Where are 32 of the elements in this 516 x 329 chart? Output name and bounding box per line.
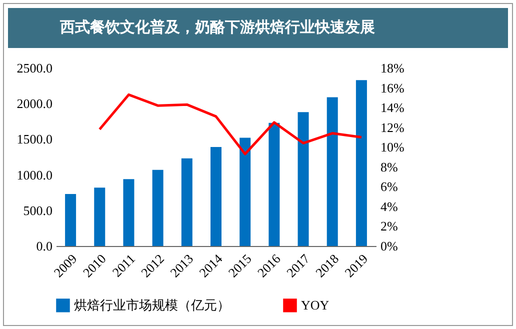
- bar: [268, 122, 280, 246]
- legend-label: YOY: [301, 297, 330, 312]
- y2-tick-label: 8%: [380, 159, 398, 174]
- chart-title: 西式餐饮文化普及，奶酪下游烘焙行业快速发展: [8, 8, 508, 48]
- bar: [210, 147, 222, 246]
- legend-label: 烘焙行业市场规模（亿元）: [74, 297, 230, 312]
- y2-tick-label: 2%: [380, 218, 398, 234]
- y-tick-label: 1500.0: [16, 132, 52, 147]
- y-tick-label: 1000.0: [16, 167, 52, 182]
- bar: [181, 158, 192, 246]
- y2-tick-label: 10%: [380, 140, 404, 155]
- y2-tick-label: 18%: [380, 60, 404, 76]
- x-tick-label: 2011: [109, 251, 138, 280]
- y2-tick-label: 4%: [380, 198, 398, 214]
- y-tick-label: 2500.0: [16, 60, 52, 76]
- y2-tick-label: 0%: [380, 238, 398, 254]
- y2-tick-label: 6%: [380, 179, 398, 194]
- line-series: [98, 93, 363, 156]
- y-tick-label: 0.0: [36, 238, 52, 254]
- y-tick-label: 2000.0: [16, 96, 52, 112]
- bar: [152, 170, 164, 246]
- y2-tick-label: 16%: [380, 80, 404, 96]
- bar: [65, 194, 76, 246]
- bar: [298, 112, 309, 246]
- bar: [356, 80, 367, 246]
- y2-tick-label: 14%: [380, 100, 404, 116]
- y2-tick-label: 12%: [380, 120, 404, 135]
- bar: [326, 97, 338, 246]
- y-tick-label: 500.0: [23, 202, 52, 218]
- bar: [123, 179, 134, 246]
- bar: [240, 138, 251, 246]
- bar: [94, 188, 106, 246]
